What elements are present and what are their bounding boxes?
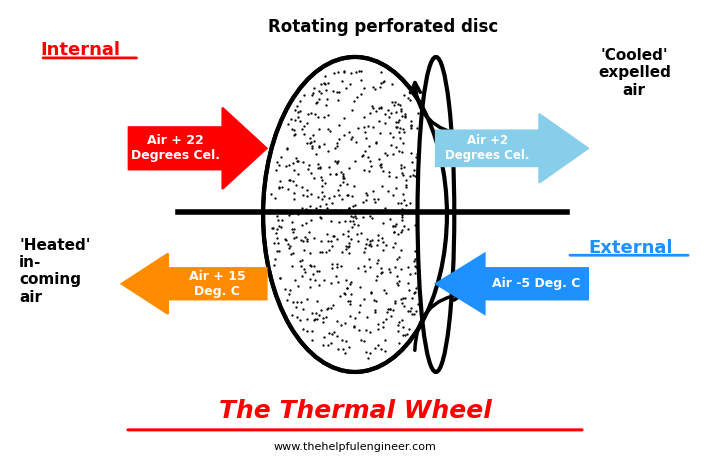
Polygon shape bbox=[436, 254, 588, 314]
Polygon shape bbox=[436, 114, 588, 183]
Ellipse shape bbox=[263, 57, 447, 372]
Text: Air + 22
Degrees Cel.: Air + 22 Degrees Cel. bbox=[131, 134, 220, 162]
Text: Air +2
Degrees Cel.: Air +2 Degrees Cel. bbox=[445, 134, 530, 162]
Text: Rotating perforated disc: Rotating perforated disc bbox=[268, 18, 498, 35]
Text: Air -5 Deg. C: Air -5 Deg. C bbox=[492, 277, 581, 290]
Text: Air + 15
Deg. C: Air + 15 Deg. C bbox=[189, 270, 246, 298]
Ellipse shape bbox=[417, 57, 454, 372]
Polygon shape bbox=[121, 254, 266, 314]
Text: 'Heated'
in-
coming
air: 'Heated' in- coming air bbox=[19, 238, 91, 305]
Text: www.thehelpfulengineer.com: www.thehelpfulengineer.com bbox=[273, 442, 437, 452]
Text: External: External bbox=[589, 239, 673, 257]
Polygon shape bbox=[129, 108, 266, 189]
Text: The Thermal Wheel: The Thermal Wheel bbox=[219, 399, 491, 423]
Text: Internal: Internal bbox=[40, 41, 120, 59]
Text: 'Cooled'
expelled
air: 'Cooled' expelled air bbox=[598, 48, 671, 97]
